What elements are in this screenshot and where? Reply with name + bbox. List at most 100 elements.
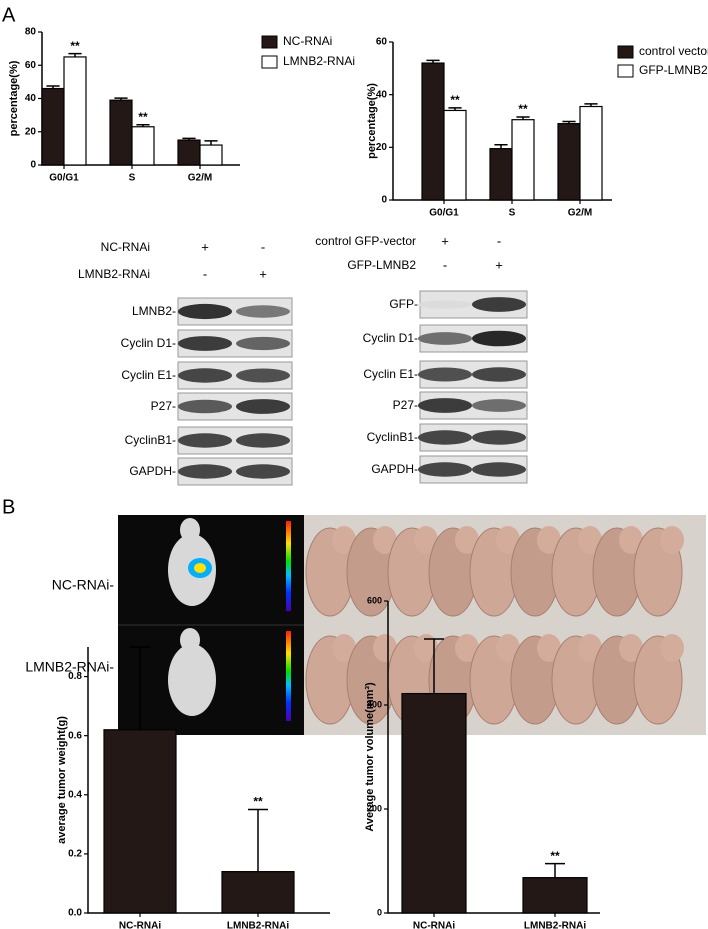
bar [401,692,467,914]
blot-band [418,430,472,445]
x-tick-label: S [509,208,516,219]
error-bar [114,97,128,101]
y-tick-label: 0 [377,907,382,917]
protein-label: CyclinB1- [125,433,176,447]
error-bar [68,52,82,57]
blot-band [472,462,526,477]
significance-mark: ** [70,39,80,53]
y-tick-label: 0.2 [68,849,82,860]
mouse-head [455,634,479,662]
protein-label: GAPDH- [129,464,176,478]
error-bar [426,59,440,64]
bar [579,105,603,201]
condition-sign: - [261,239,265,254]
bar [199,144,223,166]
protein-label: CyclinB1- [367,430,418,444]
x-tick-label: NC-RNAi [413,921,455,929]
y-tick-label: 400 [367,699,382,709]
error-bar [46,85,60,89]
legend-swatch [261,35,278,49]
blot-band [236,305,290,318]
mouse-head [414,634,438,662]
y-tick-label: 600 [367,595,382,605]
blot-band [472,430,526,445]
bar [421,62,445,201]
mouse-head [537,634,561,662]
row-label: NC-RNAi- [52,577,115,593]
error-bar [204,140,218,146]
x-tick-label: G2/M [188,173,212,184]
blot-band [178,433,232,448]
protein-label: P27- [393,398,418,412]
y-tick-label: 40 [25,93,37,104]
y-axis-label: percentage(%) [8,60,20,136]
bar [557,123,581,201]
mouse-head [373,526,397,554]
panel-letter: A [2,4,16,26]
blot-band [178,336,232,351]
condition-sign: + [441,233,449,248]
error-bar [516,116,530,120]
bar [443,109,467,201]
blot-band [236,433,290,448]
blot-band [418,398,472,413]
y-tick-label: 60 [25,60,37,71]
significance-mark: ** [138,110,148,124]
mouse-head [373,634,397,662]
condition-sign: + [259,266,267,281]
color-scale [286,521,291,611]
bar [489,148,513,201]
bar [177,139,201,166]
blot-band [418,367,472,382]
error-bar [584,103,598,107]
x-tick-label: G2/M [568,208,592,219]
x-tick-label: G0/G1 [49,173,79,184]
blot-band [418,300,472,309]
significance-mark: ** [253,795,263,809]
protein-label: Cyclin D1- [363,331,418,345]
blot-band [178,368,232,383]
blot-band [178,399,232,414]
row-label: LMNB2-RNAi- [25,659,114,675]
protein-label: GAPDH- [371,462,418,476]
legend-label: GFP-LMNB2 [639,63,708,77]
mouse-head [619,634,643,662]
blot-band [236,336,290,351]
protein-label: Cyclin E1- [363,367,418,381]
bar [522,877,588,914]
bar [109,99,133,166]
bar [103,729,177,914]
mouse-head [332,526,356,554]
legend-swatch [261,55,278,69]
legend-swatch [617,45,634,59]
mouse-head [537,526,561,554]
x-tick-label: G0/G1 [429,208,459,219]
y-axis-label: percentage(%) [366,83,378,159]
bar [221,871,295,914]
y-tick-label: 200 [367,803,382,813]
blot-band [418,332,472,345]
legend-label: LMNB2-RNAi [283,54,355,68]
blot-band [178,303,232,320]
legend-label: NC-RNAi [283,34,332,48]
error-bar [136,124,150,127]
error-bar [130,646,150,730]
mouse-head [455,526,479,554]
blot-band [472,330,526,347]
y-tick-label: 0.8 [68,671,82,682]
bar [131,126,155,166]
significance-mark: ** [450,93,460,107]
legend-label: control vector [639,44,708,58]
mouse-head [578,634,602,662]
protein-label: GFP- [389,297,418,311]
mouse-head [332,634,356,662]
x-tick-label: S [129,173,136,184]
x-tick-label: NC-RNAi [119,921,161,929]
error-bar [562,120,576,124]
condition-sign: + [495,257,503,272]
signal [194,563,206,573]
mouse-head [660,634,684,662]
condition-sign: + [201,239,209,254]
